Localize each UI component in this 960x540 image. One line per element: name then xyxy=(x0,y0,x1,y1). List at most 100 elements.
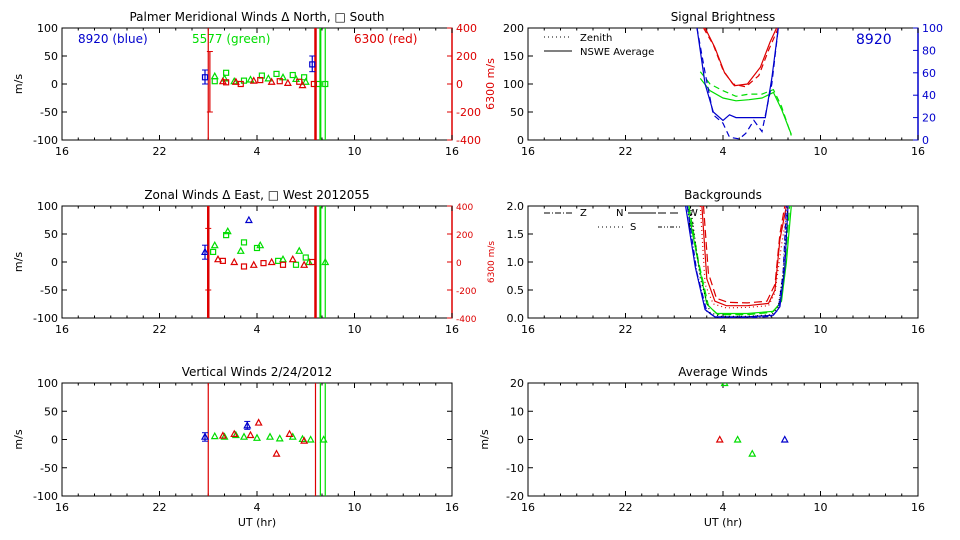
y-tick-label: -50 xyxy=(40,106,58,119)
data-point xyxy=(231,77,240,85)
data-point xyxy=(220,432,229,440)
x-axis-label: UT (hr) xyxy=(238,516,276,529)
data-point xyxy=(210,240,219,249)
data-point xyxy=(306,435,315,443)
plot-area xyxy=(685,206,792,318)
data-point xyxy=(304,257,314,266)
legend-label: N xyxy=(616,208,623,219)
chart-zonal: Zonal Winds Δ East, □ West 2012055 16 22 4 1… xyxy=(12,188,497,336)
y-tick-label: -50 xyxy=(40,462,58,475)
data-point xyxy=(273,70,280,78)
y-tick-label: 1.5 xyxy=(507,228,525,241)
data-point xyxy=(276,78,283,85)
legend-label: S xyxy=(630,222,636,233)
x-tick-label: 4 xyxy=(254,501,261,514)
data-point xyxy=(300,260,309,268)
y-tick-label: -100 xyxy=(33,490,58,503)
data-point xyxy=(218,76,227,85)
data-point xyxy=(260,260,267,267)
right-tick-label: 20 xyxy=(922,112,936,125)
right-tick-label: 400 xyxy=(456,203,473,213)
x-tick-label: 16 xyxy=(521,501,535,514)
data-point xyxy=(285,429,294,437)
y-tick-label: 100 xyxy=(37,377,58,390)
series-line xyxy=(704,28,778,87)
plot-area xyxy=(715,383,789,457)
y-tick-label: 0 xyxy=(51,256,58,269)
chart-title: Zonal Winds Δ East, □ West 2012055 xyxy=(144,188,369,202)
y-axis-label: m/s xyxy=(12,74,25,94)
annotation-label: 5577 (green) xyxy=(192,32,270,46)
y-tick-label: 50 xyxy=(44,405,58,418)
data-point xyxy=(319,435,328,443)
y-tick-label: 0 xyxy=(51,78,58,91)
data-point xyxy=(310,80,317,88)
right-tick-label: 200 xyxy=(456,50,477,63)
y-axis-label: m/s xyxy=(478,429,491,449)
series-line xyxy=(702,206,786,304)
y-tick-label: 150 xyxy=(503,50,524,63)
data-point xyxy=(253,244,261,252)
x-tick-label: 4 xyxy=(720,501,727,514)
x-tick-label: 22 xyxy=(153,501,167,514)
data-point xyxy=(213,254,223,263)
data-point xyxy=(748,449,757,457)
x-tick-label: 4 xyxy=(720,145,727,158)
data-point xyxy=(302,254,309,261)
y-tick-label: -50 xyxy=(40,284,58,297)
data-point xyxy=(254,418,263,426)
data-point xyxy=(210,431,219,440)
data-point xyxy=(309,258,316,266)
right-tick-label: -200 xyxy=(456,287,477,297)
data-point xyxy=(733,435,742,443)
data-point xyxy=(230,257,239,266)
data-point xyxy=(267,257,276,266)
x-tick-label: 22 xyxy=(619,323,633,336)
y-tick-label: 0 xyxy=(517,134,524,147)
x-tick-label: 22 xyxy=(619,145,633,158)
x-tick-label: 10 xyxy=(348,323,362,336)
data-point xyxy=(211,78,218,85)
legend-label: Z xyxy=(580,208,587,219)
data-point xyxy=(218,431,227,439)
plot-area xyxy=(200,206,330,318)
data-point xyxy=(264,74,273,82)
data-point xyxy=(210,248,217,256)
x-tick-label: 16 xyxy=(55,501,69,514)
right-tick-label: -200 xyxy=(456,106,481,119)
y-tick-label: 100 xyxy=(503,78,524,91)
data-point xyxy=(301,77,310,85)
data-point xyxy=(240,239,248,246)
data-point xyxy=(223,69,230,76)
right-tick-label: -400 xyxy=(456,134,481,147)
y-tick-label: 20 xyxy=(510,377,524,390)
data-point xyxy=(246,430,255,439)
data-point xyxy=(780,435,789,443)
legend-label: W xyxy=(688,208,698,219)
series-line xyxy=(686,206,792,315)
x-tick-label: 22 xyxy=(619,501,633,514)
data-point xyxy=(249,76,258,84)
chart-title: Backgrounds xyxy=(684,188,762,202)
plot-area xyxy=(696,28,792,140)
legend-label: Zenith xyxy=(580,33,612,44)
x-tick-label: 10 xyxy=(348,145,362,158)
data-point xyxy=(298,80,307,89)
data-point xyxy=(249,260,258,268)
series-line xyxy=(686,206,787,318)
data-point xyxy=(231,430,240,439)
data-point xyxy=(246,75,255,83)
data-point xyxy=(230,429,239,437)
data-point xyxy=(236,246,245,254)
data-point xyxy=(288,254,297,263)
y-tick-label: -100 xyxy=(33,312,58,325)
data-point xyxy=(275,434,284,442)
series-line xyxy=(699,78,792,135)
x-tick-label: 22 xyxy=(153,145,167,158)
x-tick-label: 16 xyxy=(521,145,535,158)
annotation-label: 6300 (red) xyxy=(354,32,417,46)
right-tick-label: 200 xyxy=(456,231,473,241)
